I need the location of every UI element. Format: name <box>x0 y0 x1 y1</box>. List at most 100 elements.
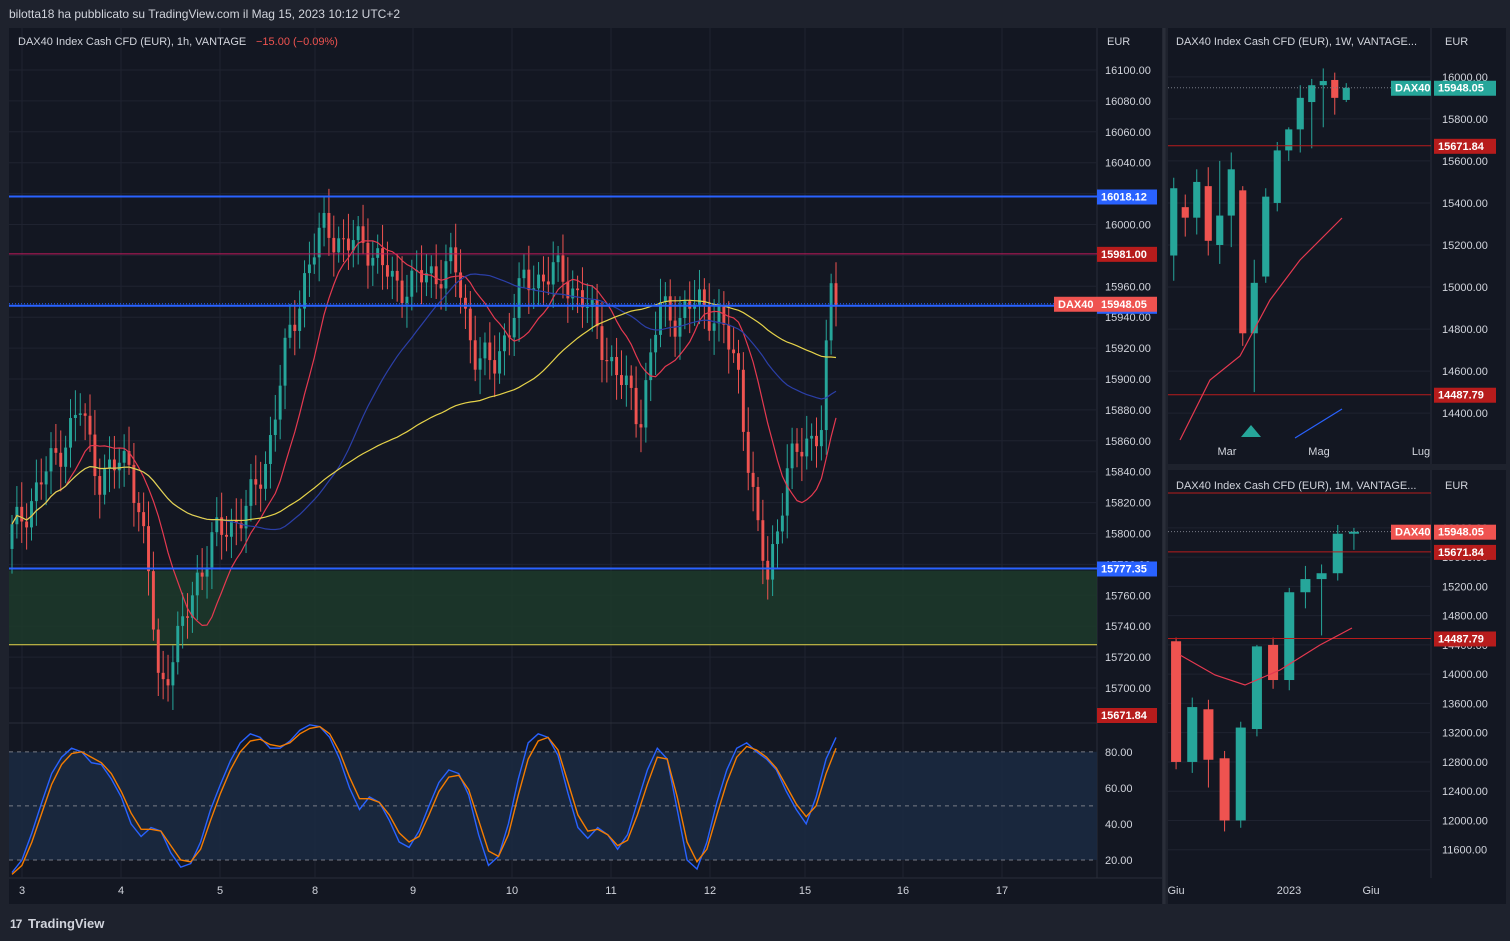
y-tick-label: 14600.00 <box>1442 366 1488 378</box>
level-label: 14487.79 <box>1438 633 1484 645</box>
candle <box>381 248 385 266</box>
candle <box>20 506 24 522</box>
candle <box>707 305 711 331</box>
candle <box>639 424 643 428</box>
candle <box>83 413 87 416</box>
candle <box>54 448 58 453</box>
candle <box>122 451 126 463</box>
monthly-currency-label: EUR <box>1445 480 1468 492</box>
y-tick-label: 15960.00 <box>1105 281 1151 293</box>
candle <box>1187 707 1198 762</box>
candle <box>1216 215 1224 245</box>
y-tick-label: 15720.00 <box>1105 652 1151 664</box>
level-label: 15671.84 <box>1438 547 1485 559</box>
x-tick-label: 17 <box>996 885 1008 897</box>
y-tick-label: 15200.00 <box>1442 240 1488 252</box>
candle <box>624 375 628 386</box>
x-tick-label: Mar <box>1218 446 1237 458</box>
candle <box>795 443 799 452</box>
tradingview-logo[interactable]: 17 TradingView <box>10 916 104 931</box>
candle <box>546 281 550 285</box>
candle <box>376 248 380 258</box>
x-tick-label: 9 <box>410 885 416 897</box>
level-label: 14487.79 <box>1438 390 1484 402</box>
candle <box>108 459 111 469</box>
candle <box>805 438 809 457</box>
candle <box>25 521 29 528</box>
y-tick-label: 14800.00 <box>1442 324 1488 336</box>
candle <box>1219 758 1230 821</box>
candle <box>147 526 150 572</box>
level-label-bg <box>1434 631 1496 647</box>
candle <box>69 418 72 448</box>
y-tick-label: 15800.00 <box>1105 529 1151 541</box>
candle <box>824 340 828 431</box>
candle <box>522 269 526 279</box>
candle <box>103 468 107 495</box>
candle <box>732 349 736 354</box>
candle <box>746 431 750 473</box>
current-price-label-bg <box>1097 296 1157 312</box>
y-tick-label: 16080.00 <box>1105 96 1151 108</box>
candle <box>444 261 448 289</box>
main-time-axis <box>9 878 1162 904</box>
candle <box>517 278 521 318</box>
y-tick-label: 15900.00 <box>1105 374 1151 386</box>
support-zone <box>9 570 1097 645</box>
candle <box>44 471 48 485</box>
y-tick-label: 15760.00 <box>1105 590 1151 602</box>
x-tick-label: 4 <box>118 885 124 897</box>
y-tick-label: 13200.00 <box>1442 728 1488 740</box>
symbol-badge-bg <box>1391 524 1431 540</box>
x-tick-label: 2023 <box>1277 885 1301 897</box>
candle <box>1227 169 1235 216</box>
level-label: 16018.12 <box>1101 192 1147 204</box>
y-tick-label: 15840.00 <box>1105 467 1151 479</box>
extra-level-label: 15671.84 <box>1101 710 1148 722</box>
candle <box>815 435 818 447</box>
x-tick-label: Giu <box>1167 885 1184 897</box>
candle <box>454 247 458 273</box>
candle <box>215 517 219 533</box>
candle <box>644 380 648 428</box>
candle <box>283 337 287 386</box>
candle <box>127 451 131 465</box>
y-tick-label: 16040.00 <box>1105 158 1151 170</box>
candle <box>356 226 360 241</box>
candle <box>698 289 701 305</box>
candle <box>1262 196 1270 277</box>
y-tick-label: 11600.00 <box>1442 845 1487 857</box>
candle <box>459 272 463 298</box>
candle <box>59 452 63 467</box>
publisher-text: bilotta18 ha pubblicato su TradingView.c… <box>9 7 401 21</box>
candle <box>293 324 297 331</box>
candle <box>498 351 502 374</box>
current-price-label-bg <box>1434 80 1496 96</box>
candle <box>229 520 233 537</box>
y-tick-label: 15820.00 <box>1105 498 1151 510</box>
x-tick-label: 8 <box>312 885 318 897</box>
main-currency-label: EUR <box>1107 36 1130 48</box>
candle <box>488 342 492 361</box>
candle <box>439 284 443 289</box>
x-tick-label: Lug <box>1412 446 1430 458</box>
candle <box>1296 97 1304 130</box>
candle <box>220 517 224 535</box>
candle <box>346 238 350 251</box>
x-tick-label: 10 <box>506 885 518 897</box>
main-plot-area <box>9 28 1097 878</box>
candle <box>776 531 779 545</box>
candle <box>424 273 428 283</box>
candle <box>361 226 365 243</box>
panel-divider <box>1168 464 1506 470</box>
candle <box>78 413 82 415</box>
y-tick-label: 15940.00 <box>1105 312 1151 324</box>
current-price-label: 15948.05 <box>1101 299 1147 311</box>
candle <box>210 532 214 568</box>
candle <box>478 358 482 370</box>
candle <box>298 308 302 331</box>
candle <box>30 501 33 528</box>
candle <box>1204 186 1212 241</box>
candle <box>527 269 531 291</box>
